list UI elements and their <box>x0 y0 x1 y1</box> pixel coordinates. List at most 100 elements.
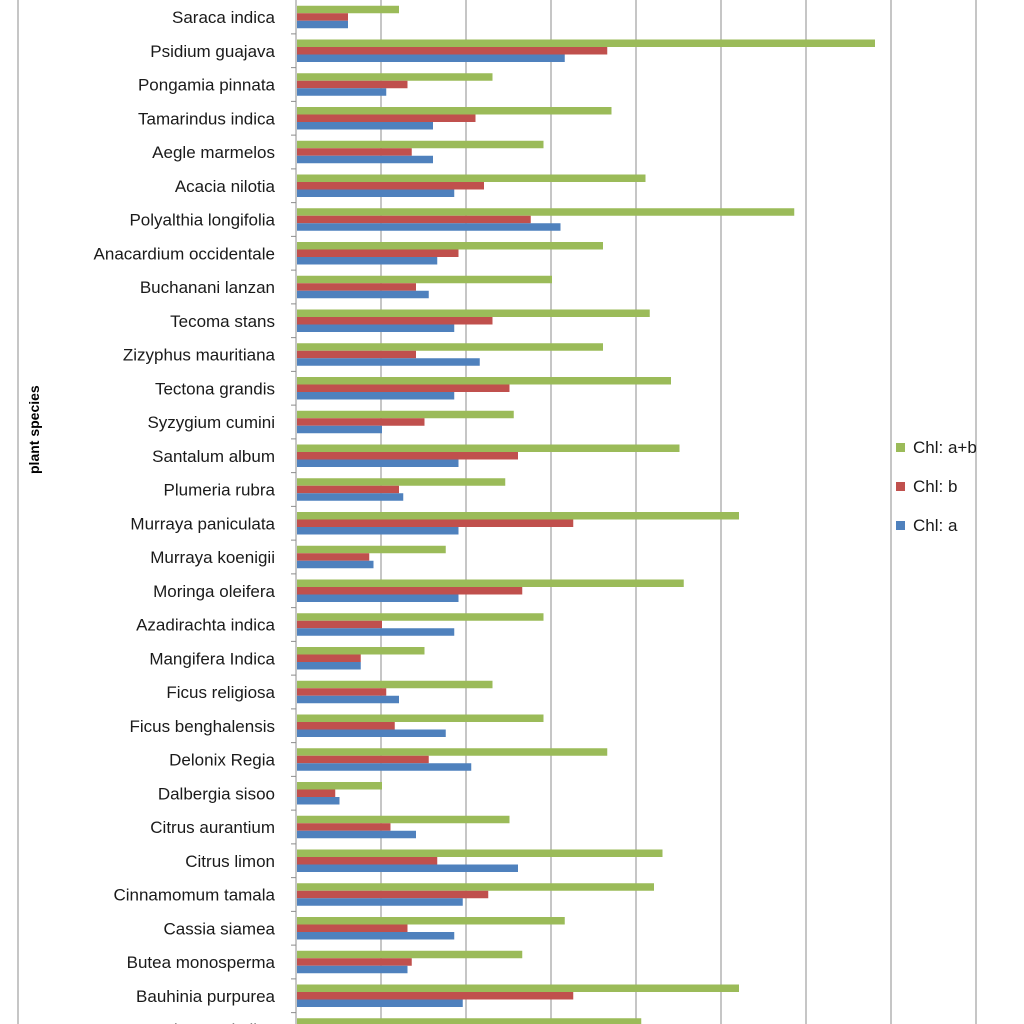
bar-chl-b <box>297 148 412 156</box>
bar-chl-a <box>297 155 433 164</box>
category-label: Butea monosperma <box>127 953 276 972</box>
bar-chl-b <box>297 620 382 629</box>
category-label: Saraca indica <box>172 8 276 27</box>
bar-chl-a <box>297 763 472 771</box>
bar-chl-b <box>297 13 348 21</box>
bar-chl-ab <box>297 782 382 790</box>
bar-chl-a <box>297 290 429 299</box>
bar-chl-b <box>297 114 476 122</box>
bar-chl-a <box>297 392 455 400</box>
legend-swatch-chl-ab <box>896 443 905 452</box>
category-label: Bauhinia purpurea <box>136 987 275 1006</box>
category-label: Buchanani lanzan <box>140 278 275 297</box>
bar-chl-a <box>297 830 416 839</box>
bar-chl-b <box>297 80 408 89</box>
bar-chl-a <box>297 662 361 670</box>
bar-chl-a <box>297 20 348 29</box>
bar-chl-ab <box>297 613 544 621</box>
bar-chl-a <box>297 459 459 467</box>
category-label: Mangifera Indica <box>149 649 275 668</box>
category-label: Pongamia pinnata <box>138 76 276 95</box>
bar-chl-b <box>297 890 489 899</box>
bar-chl-b <box>297 249 459 257</box>
bar-chl-ab <box>297 647 425 655</box>
bar-chl-ab <box>297 1018 642 1024</box>
bar-chl-a <box>297 965 408 974</box>
category-label: Polyalthia longifolia <box>129 211 275 230</box>
bar-chl-a <box>297 257 438 265</box>
category-label: Plumeria rubra <box>164 481 276 500</box>
bar-chl-ab <box>297 849 663 857</box>
legend-item-chl-b: Chl: b <box>896 467 1006 506</box>
bar-chl-b <box>297 283 416 291</box>
category-label: Delonix Regia <box>169 751 275 770</box>
bar-chl-a <box>297 54 565 62</box>
legend-label-chl-b: Chl: b <box>913 476 958 496</box>
bar-chl-ab <box>297 545 446 554</box>
bar-chl-b <box>297 789 336 797</box>
bar-chl-a <box>297 122 433 130</box>
bar-chl-a <box>297 527 459 535</box>
bar-chl-b <box>297 755 429 764</box>
bar-chl-b <box>297 823 391 831</box>
bar-chl-a <box>297 324 455 332</box>
bar-chl-ab <box>297 680 493 689</box>
bar-chl-ab <box>297 309 650 317</box>
bar-chl-b <box>297 688 387 696</box>
bar-chl-a <box>297 729 446 737</box>
bar-chl-b <box>297 722 395 730</box>
bar-chl-b <box>297 182 484 190</box>
legend-label-chl-ab: Chl: a+b <box>913 437 977 457</box>
bar-chl-ab <box>297 815 510 824</box>
category-label: Azadirachta indica <box>136 616 275 635</box>
category-label: Zizyphus mauritiana <box>123 346 276 365</box>
bar-chl-ab <box>297 174 646 182</box>
bar-chl-b <box>297 418 425 426</box>
legend-swatch-chl-b <box>896 482 905 491</box>
bar-chl-b <box>297 215 531 224</box>
category-label: Ficus religiosa <box>166 683 275 702</box>
bar-chl-b <box>297 384 510 392</box>
bar-chl-b <box>297 452 518 460</box>
bar-chl-ab <box>297 512 739 520</box>
category-label: Citrus limon <box>185 852 275 871</box>
category-label: Syzygium cumini <box>147 413 275 432</box>
legend: Chl: a+b Chl: b Chl: a <box>896 428 1006 545</box>
bar-chl-ab <box>297 140 544 149</box>
bar-chl-a <box>297 358 480 366</box>
category-label: Dalbergia sisoo <box>158 784 275 803</box>
bar-chl-a <box>297 628 455 636</box>
bar-chl-a <box>297 88 387 96</box>
bar-chl-ab <box>297 444 680 452</box>
bar-chl-ab <box>297 984 739 992</box>
bar-chl-ab <box>297 275 552 284</box>
bar-chl-a <box>297 695 399 704</box>
bar-chl-b <box>297 350 416 359</box>
bar-chl-b <box>297 857 438 865</box>
category-label: Psidium guajava <box>150 42 275 61</box>
bar-chl-ab <box>297 714 544 722</box>
bar-chl-ab <box>297 107 612 115</box>
bar-chl-ab <box>297 478 506 486</box>
category-label: Ficus benghalensis <box>129 717 275 736</box>
bar-chl-b <box>297 519 574 527</box>
bar-chl-ab <box>297 950 523 959</box>
bar-chl-b <box>297 654 361 662</box>
legend-label-chl-a: Chl: a <box>913 515 958 535</box>
category-label: Cinnamomum tamala <box>113 886 275 905</box>
bar-chl-ab <box>297 343 603 351</box>
bar-chl-b <box>297 924 408 932</box>
bar-chl-a <box>297 797 340 805</box>
bar-chl-b <box>297 47 608 55</box>
bar-chl-a <box>297 594 459 602</box>
legend-swatch-chl-a <box>896 521 905 530</box>
bar-chl-a <box>297 898 463 906</box>
bar-chl-b <box>297 992 574 1000</box>
bar-chl-ab <box>297 917 565 925</box>
legend-item-chl-a: Chl: a <box>896 506 1006 545</box>
bar-chl-ab <box>297 579 684 587</box>
bar-chl-b <box>297 587 523 595</box>
category-label: Acacia nilotia <box>175 177 276 196</box>
